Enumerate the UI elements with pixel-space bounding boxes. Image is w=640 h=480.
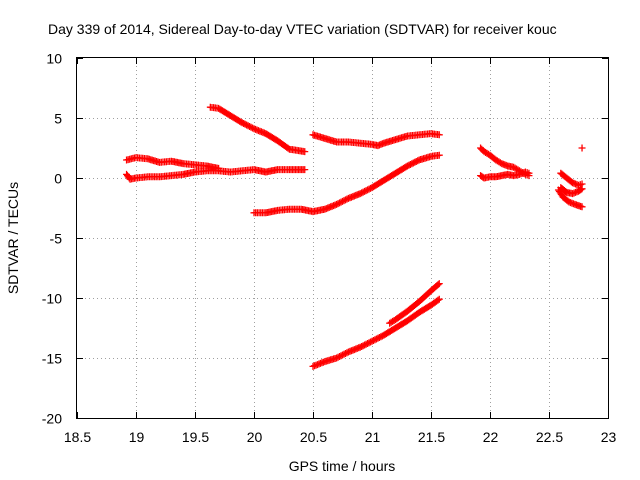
series-track-c [250,151,443,217]
x-tick-label: 21.5 [418,429,445,445]
y-tick-label: -20 [42,411,62,427]
y-tick-label: -15 [42,351,62,367]
data-point [525,169,533,177]
y-tick-label: 0 [54,171,62,187]
x-tick-label: 21 [365,429,381,445]
y-tick-labels: 10 5 0 -5 -10 -15 -20 [42,51,62,427]
x-tick-label: 20.5 [300,429,327,445]
data-point [435,131,443,139]
series-track-j [554,186,586,211]
data-point [301,148,309,156]
x-tick-label: 22 [483,429,499,445]
data-point [434,281,442,289]
plot-frame [76,57,609,419]
x-tick-label: 19 [129,429,145,445]
series-track-k [557,169,586,189]
y-tick-label: 10 [46,51,62,67]
data-point [435,151,443,159]
series-track-b [206,103,309,156]
axis-ticks [77,58,609,419]
x-tick-label: 22.5 [536,429,563,445]
series-track-e [309,295,443,370]
x-tick-labels: 18.5 19 19.5 20 20.5 21 21.5 22 22.5 23 [64,429,617,445]
grid-lines [77,58,608,418]
chart-title: Day 339 of 2014, Sidereal Day-to-day VTE… [48,21,557,37]
series-track-f [386,280,443,327]
y-tick-label: 5 [54,111,62,127]
data-point [435,280,443,288]
series-outlier [578,144,586,152]
x-tick-label: 18.5 [64,429,91,445]
data-point [301,166,309,174]
series-track-a-lower [123,166,309,183]
x-axis-label: GPS time / hours [289,458,396,474]
y-tick-label: -10 [42,291,62,307]
x-tick-label: 23 [601,429,617,445]
data-point [435,295,443,303]
data-point [578,180,586,188]
x-tick-label: 20 [247,429,263,445]
data-series [123,103,586,370]
series-track-h [477,168,533,182]
y-axis-label: SDTVAR / TECUs [5,182,21,294]
data-point [578,144,586,152]
x-tick-label: 19.5 [182,429,209,445]
data-point [434,296,442,304]
series-track-d [309,130,443,150]
y-tick-label: -5 [50,231,63,247]
data-point [578,203,586,211]
